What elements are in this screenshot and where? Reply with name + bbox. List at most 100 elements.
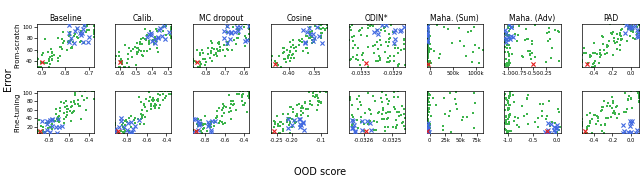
Point: [422, 130, 432, 133]
Point: [317, 41, 327, 44]
Point: [422, 58, 432, 61]
Point: [422, 34, 432, 37]
Point: [283, 54, 293, 57]
Point: [399, 108, 409, 110]
Point: [422, 120, 432, 122]
Point: [426, 35, 436, 38]
Point: [298, 112, 308, 115]
Point: [344, 98, 355, 100]
Point: [632, 128, 640, 131]
Point: [289, 56, 299, 59]
Point: [316, 101, 326, 104]
Point: [504, 130, 515, 133]
Point: [346, 99, 356, 101]
Point: [363, 122, 373, 125]
Point: [150, 106, 160, 109]
Point: [522, 113, 532, 116]
Point: [624, 24, 634, 27]
Point: [200, 57, 210, 60]
Point: [359, 123, 369, 126]
Point: [312, 95, 322, 98]
Point: [422, 98, 433, 100]
Point: [504, 54, 514, 57]
Point: [634, 101, 640, 104]
Point: [527, 39, 537, 42]
Point: [380, 129, 390, 132]
Point: [76, 33, 86, 36]
Point: [550, 29, 560, 32]
Point: [303, 91, 314, 94]
Point: [422, 130, 432, 132]
Point: [622, 108, 632, 111]
Point: [422, 56, 433, 59]
Point: [634, 96, 640, 99]
Point: [70, 102, 80, 105]
Point: [141, 39, 151, 42]
Point: [135, 122, 145, 125]
Point: [237, 94, 248, 96]
Point: [291, 114, 301, 117]
Point: [422, 52, 432, 55]
Point: [373, 32, 383, 35]
Point: [313, 103, 323, 106]
Point: [316, 23, 326, 26]
Point: [372, 40, 382, 43]
Point: [618, 111, 628, 114]
Point: [625, 125, 636, 128]
Point: [500, 46, 511, 49]
Point: [504, 36, 515, 39]
Point: [45, 131, 55, 134]
Point: [502, 130, 513, 133]
Point: [82, 25, 92, 27]
Point: [218, 48, 228, 51]
Point: [320, 27, 330, 30]
Point: [540, 118, 550, 120]
Point: [61, 99, 71, 102]
Point: [390, 29, 400, 32]
Point: [442, 28, 452, 31]
Point: [348, 119, 358, 122]
Point: [310, 93, 321, 96]
Point: [110, 128, 120, 130]
Point: [204, 123, 214, 126]
Point: [500, 122, 511, 125]
Point: [451, 97, 461, 100]
Point: [581, 132, 591, 135]
Point: [392, 111, 402, 114]
Point: [422, 108, 433, 111]
Point: [226, 117, 236, 120]
Point: [222, 24, 232, 27]
Point: [500, 103, 511, 106]
Point: [602, 105, 612, 108]
Point: [150, 28, 161, 30]
Point: [422, 33, 432, 36]
Point: [236, 96, 246, 99]
Point: [389, 105, 399, 108]
Point: [76, 30, 86, 33]
Point: [79, 25, 89, 28]
Point: [389, 41, 399, 44]
Point: [504, 64, 514, 67]
Point: [590, 65, 600, 67]
Point: [234, 93, 244, 96]
Point: [232, 109, 242, 112]
Point: [207, 42, 218, 45]
Point: [47, 122, 57, 125]
Point: [362, 120, 372, 123]
Point: [244, 89, 255, 92]
Point: [115, 61, 125, 63]
Point: [188, 132, 198, 135]
Point: [367, 95, 378, 98]
Point: [188, 132, 198, 135]
Point: [422, 39, 432, 42]
Point: [611, 112, 621, 115]
Point: [384, 61, 394, 64]
Point: [634, 89, 640, 92]
Point: [150, 37, 161, 40]
Point: [630, 25, 640, 28]
Point: [499, 37, 509, 40]
Point: [285, 60, 295, 63]
Point: [424, 93, 434, 96]
Point: [628, 31, 638, 33]
Point: [243, 89, 253, 92]
